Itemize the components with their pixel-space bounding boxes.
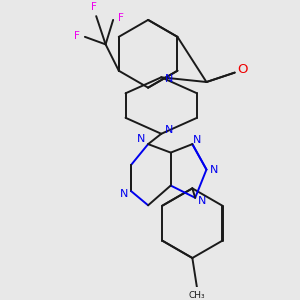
Text: N: N xyxy=(210,164,218,175)
Text: N: N xyxy=(165,74,173,84)
Text: CH₃: CH₃ xyxy=(189,291,206,300)
Text: N: N xyxy=(165,125,173,135)
Text: N: N xyxy=(193,135,201,146)
Text: N: N xyxy=(137,134,146,144)
Text: N: N xyxy=(119,189,128,199)
Text: F: F xyxy=(118,13,124,23)
Text: F: F xyxy=(74,31,80,41)
Text: N: N xyxy=(198,196,206,206)
Text: F: F xyxy=(92,2,97,12)
Text: O: O xyxy=(237,63,247,76)
